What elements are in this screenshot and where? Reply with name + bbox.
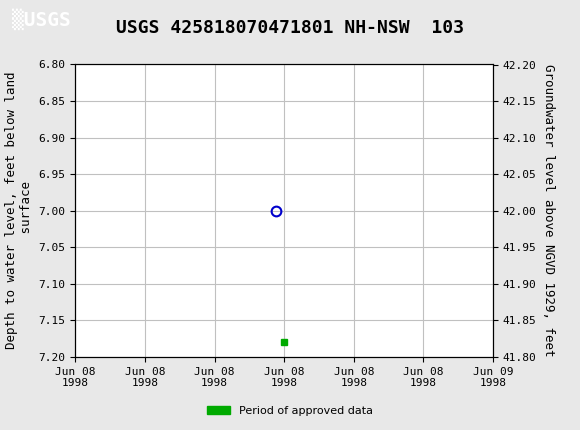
Y-axis label: Groundwater level above NGVD 1929, feet: Groundwater level above NGVD 1929, feet: [542, 64, 555, 357]
Legend: Period of approved data: Period of approved data: [203, 401, 377, 420]
Y-axis label: Depth to water level, feet below land
 surface: Depth to water level, feet below land su…: [5, 72, 33, 350]
Text: ▒USGS: ▒USGS: [12, 9, 70, 30]
Text: USGS 425818070471801 NH-NSW  103: USGS 425818070471801 NH-NSW 103: [116, 19, 464, 37]
